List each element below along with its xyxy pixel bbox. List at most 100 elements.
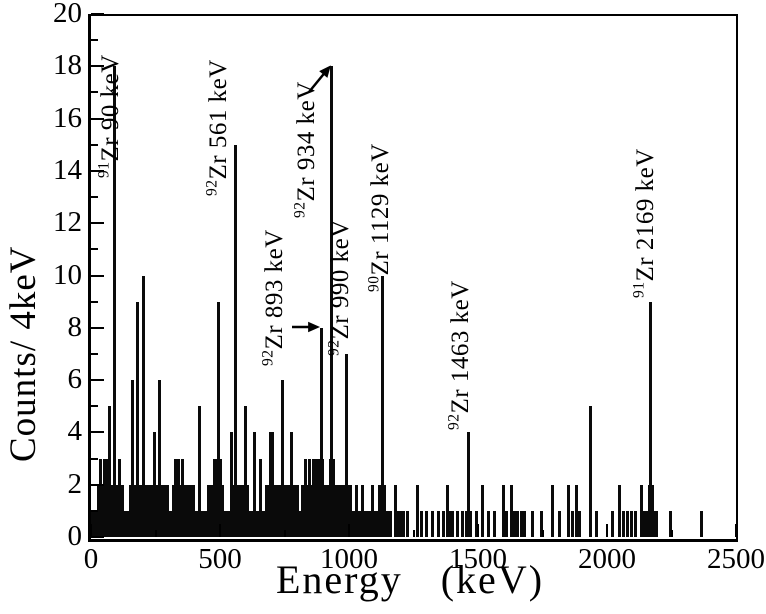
- histogram-bar: [292, 484, 296, 537]
- x-tick-label: 500: [198, 543, 242, 575]
- histogram-bar: [622, 510, 626, 537]
- isotope-superscript: 92: [445, 413, 463, 431]
- histogram-bar: [450, 510, 454, 537]
- histogram-bar: [179, 484, 183, 537]
- histogram-bar: [356, 510, 360, 537]
- histogram-bar: [177, 458, 181, 537]
- x-major-tick: [477, 524, 479, 537]
- histogram-bar: [338, 484, 342, 537]
- histogram-bar: [153, 432, 157, 537]
- histogram-bar: [236, 484, 240, 537]
- histogram-bar: [165, 484, 169, 537]
- histogram-bar: [238, 484, 242, 537]
- histogram-bar: [626, 510, 630, 537]
- histogram-bar: [480, 484, 484, 537]
- histogram-bar: [551, 484, 555, 537]
- histogram-bar: [354, 484, 358, 537]
- histogram-bar: [204, 510, 208, 537]
- peak-label: 92Zr 990 keV: [325, 219, 354, 357]
- x-major-tick: [606, 524, 608, 537]
- histogram-bar: [256, 510, 260, 537]
- histogram-bar: [325, 484, 329, 537]
- histogram-bar: [574, 484, 578, 537]
- histogram-bar: [312, 458, 316, 537]
- histogram-bar: [118, 458, 122, 537]
- histogram-bar: [110, 484, 114, 537]
- x-minor-tick: [670, 530, 673, 537]
- histogram-bar: [516, 510, 520, 537]
- histogram-bar: [475, 510, 479, 537]
- histogram-bar: [240, 484, 244, 537]
- histogram-bar: [268, 432, 272, 537]
- histogram-bar: [340, 484, 344, 537]
- histogram-bar: [523, 510, 527, 537]
- histogram-bar: [513, 510, 517, 537]
- histogram-bar: [386, 510, 390, 537]
- y-major-tick: [91, 65, 104, 68]
- isotope-superscript: 91: [95, 161, 113, 179]
- y-tick-label: 6: [67, 363, 83, 396]
- histogram-bar: [319, 327, 323, 537]
- histogram-bar: [358, 510, 362, 537]
- histogram-bar: [431, 510, 435, 537]
- histogram-bar: [375, 510, 379, 537]
- histogram-bar: [230, 432, 234, 537]
- histogram-bar: [530, 510, 534, 537]
- histogram-bar: [194, 510, 198, 537]
- y-tick-label: 10: [53, 258, 82, 291]
- x-minor-tick: [154, 530, 157, 537]
- histogram-bar: [159, 484, 163, 537]
- histogram-bar: [344, 353, 348, 537]
- histogram-bar: [280, 380, 284, 537]
- y-minor-tick: [91, 248, 98, 251]
- histogram-bar: [415, 484, 419, 537]
- histogram-bar: [649, 301, 653, 537]
- y-tick-label: 16: [53, 101, 82, 134]
- histogram-bar: [448, 510, 452, 537]
- histogram-bar: [223, 510, 227, 537]
- isotope-superscript: 90: [365, 275, 383, 293]
- histogram-bar: [425, 510, 429, 537]
- histogram-bar: [234, 144, 238, 537]
- histogram-bar: [469, 510, 473, 537]
- histogram-bar: [155, 484, 159, 537]
- histogram-bar: [199, 510, 203, 537]
- histogram-bar: [187, 484, 191, 537]
- histogram-bar: [373, 510, 377, 537]
- peak-label: 91Zr 90 keV: [95, 54, 124, 179]
- histogram-bar: [445, 484, 449, 537]
- histogram-bar: [461, 510, 465, 537]
- histogram-bar: [384, 510, 388, 537]
- histogram-bar: [125, 510, 129, 537]
- y-tick-label: 18: [53, 49, 82, 82]
- histogram-bar: [318, 484, 322, 537]
- histogram-bar: [646, 510, 650, 537]
- histogram-bar: [570, 510, 574, 537]
- histogram-bar: [519, 510, 523, 537]
- histogram-bar: [213, 458, 217, 537]
- isotope-superscript: 92: [325, 339, 343, 357]
- y-minor-tick: [91, 457, 98, 460]
- histogram-bar: [502, 484, 506, 537]
- histogram-bar: [138, 484, 142, 537]
- histogram-bar: [642, 510, 646, 537]
- histogram-bar: [100, 484, 104, 537]
- histogram-bar: [352, 510, 356, 537]
- y-minor-tick: [91, 352, 98, 355]
- histogram-bar: [217, 301, 221, 537]
- histogram-bar: [151, 510, 155, 537]
- y-minor-tick: [91, 39, 98, 42]
- histogram-bar: [145, 484, 149, 537]
- histogram-bar: [143, 484, 147, 537]
- x-axis-title: Energy (keV): [275, 557, 545, 602]
- histogram-bar: [652, 510, 656, 537]
- x-minor-tick: [541, 530, 544, 537]
- histogram-bar: [346, 484, 350, 537]
- x-tick-label: 1500: [449, 543, 507, 575]
- histogram-bar: [406, 510, 410, 537]
- x-major-tick: [219, 524, 221, 537]
- histogram-bar: [127, 510, 131, 537]
- histogram-bar: [394, 484, 398, 537]
- plot-area: [88, 14, 738, 542]
